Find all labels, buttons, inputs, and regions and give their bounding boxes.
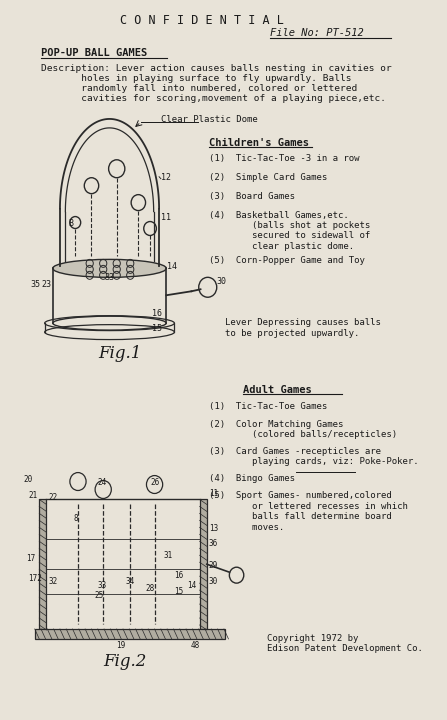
Text: 11: 11 <box>161 212 171 222</box>
Text: 25: 25 <box>94 591 103 600</box>
Text: 33: 33 <box>104 274 114 282</box>
Text: Lever Depressing causes balls
to be projected upwardly.: Lever Depressing causes balls to be proj… <box>225 318 381 338</box>
Text: 24: 24 <box>98 477 107 487</box>
Text: 30: 30 <box>209 577 218 586</box>
Text: 13: 13 <box>209 524 218 534</box>
Text: 16: 16 <box>174 571 184 580</box>
Text: 20: 20 <box>23 474 32 484</box>
Text: cavities for scoring,movement of a playing piece,etc.: cavities for scoring,movement of a playi… <box>41 94 386 103</box>
Text: 17: 17 <box>26 554 35 563</box>
Text: 35: 35 <box>30 280 40 289</box>
Text: 172: 172 <box>29 574 42 583</box>
Text: 15: 15 <box>152 324 162 333</box>
Text: randomly fall into numbered, colored or lettered: randomly fall into numbered, colored or … <box>41 84 357 93</box>
Text: 16: 16 <box>152 309 162 318</box>
Text: (2)  Color Matching Games
        (colored balls/recepticles): (2) Color Matching Games (colored balls/… <box>209 420 397 439</box>
Text: 11: 11 <box>209 490 218 498</box>
Text: C O N F I D E N T I A L: C O N F I D E N T I A L <box>120 14 284 27</box>
Text: 15: 15 <box>174 587 184 596</box>
Bar <box>39 500 46 629</box>
Text: 14: 14 <box>167 262 177 271</box>
Text: 19: 19 <box>116 641 125 650</box>
Bar <box>200 500 207 629</box>
Text: 29: 29 <box>209 561 218 570</box>
Text: B: B <box>68 219 73 228</box>
Text: 36: 36 <box>209 539 218 549</box>
Text: 26: 26 <box>150 477 159 487</box>
Text: 12: 12 <box>161 173 171 181</box>
Bar <box>35 629 225 639</box>
Text: Fig.2: Fig.2 <box>103 653 147 670</box>
Text: (5)  Corn-Popper Game and Toy: (5) Corn-Popper Game and Toy <box>209 256 364 266</box>
Text: (5)  Sport Games- numbered,colored
        or lettered recesses in which
       : (5) Sport Games- numbered,colored or let… <box>209 492 408 531</box>
Text: 48: 48 <box>190 641 200 650</box>
Text: (1)  Tic-Tac-Toe -3 in a row: (1) Tic-Tac-Toe -3 in a row <box>209 154 359 163</box>
Text: 28: 28 <box>146 584 155 593</box>
Text: Description: Lever action causes balls nesting in cavities or: Description: Lever action causes balls n… <box>41 64 392 73</box>
Text: Clear Plastic Dome: Clear Plastic Dome <box>161 115 257 124</box>
Text: (3)  Card Games -recepticles are
        playing cards, viz: Poke-Poker.: (3) Card Games -recepticles are playing … <box>209 446 418 466</box>
Text: (4)  Basketball Games,etc.
        (balls shot at pockets
        secured to sid: (4) Basketball Games,etc. (balls shot at… <box>209 210 370 251</box>
Text: 30: 30 <box>217 277 227 287</box>
Text: Children's Games: Children's Games <box>209 138 308 148</box>
Text: (2)  Simple Card Games: (2) Simple Card Games <box>209 173 327 181</box>
Text: 33: 33 <box>98 581 107 590</box>
Text: Fig.1: Fig.1 <box>99 345 142 362</box>
Ellipse shape <box>53 259 166 277</box>
Text: (4)  Bingo Games: (4) Bingo Games <box>209 474 295 482</box>
Text: File No: PT-512: File No: PT-512 <box>270 28 364 38</box>
Text: Copyright 1972 by
Edison Patent Development Co.: Copyright 1972 by Edison Patent Developm… <box>267 634 423 653</box>
Text: 34: 34 <box>126 577 135 586</box>
Text: 32: 32 <box>48 577 58 586</box>
Text: (3)  Board Games: (3) Board Games <box>209 192 295 201</box>
Text: (1)  Tic-Tac-Toe Games: (1) Tic-Tac-Toe Games <box>209 402 327 411</box>
Text: 14: 14 <box>187 581 196 590</box>
Text: 23: 23 <box>42 280 52 289</box>
Text: 22: 22 <box>48 493 58 503</box>
Text: Adult Games: Adult Games <box>243 385 312 395</box>
Text: 31: 31 <box>164 552 173 560</box>
Text: 8: 8 <box>73 514 78 523</box>
Text: POP-UP BALL GAMES: POP-UP BALL GAMES <box>41 48 147 58</box>
Text: 21: 21 <box>29 492 38 500</box>
Text: holes in playing surface to fly upwardly. Balls: holes in playing surface to fly upwardly… <box>41 74 351 83</box>
